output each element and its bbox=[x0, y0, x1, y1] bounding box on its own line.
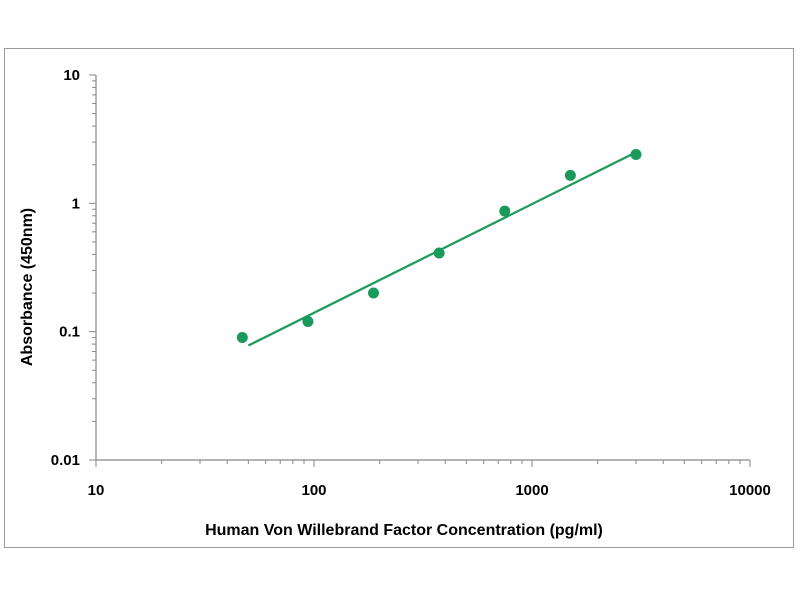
data-point bbox=[236, 332, 248, 344]
y-tick-label: 10 bbox=[63, 67, 80, 84]
y-tick-label: 1 bbox=[72, 195, 80, 212]
data-point bbox=[630, 149, 642, 161]
x-axis-title: Human Von Willebrand Factor Concentratio… bbox=[205, 522, 603, 539]
x-tick-label: 10 bbox=[88, 482, 105, 499]
x-tick-labels: 10 100 1000 10000 bbox=[88, 482, 771, 499]
y-tick-labels: 10 1 0.1 0.01 bbox=[51, 67, 80, 469]
data-point bbox=[433, 247, 445, 259]
data-point bbox=[564, 169, 576, 181]
x-tick-label: 1000 bbox=[515, 482, 548, 499]
data-point bbox=[302, 316, 314, 328]
x-tick-label: 10000 bbox=[729, 482, 771, 499]
y-tick-label: 0.01 bbox=[51, 452, 80, 469]
data-point bbox=[368, 287, 380, 299]
y-axis-title: Absorbance (450nm) bbox=[19, 208, 36, 366]
chart-frame bbox=[4, 48, 794, 548]
plot-marks bbox=[236, 149, 642, 347]
axes bbox=[89, 74, 751, 467]
data-point bbox=[499, 205, 511, 217]
y-tick-label: 0.1 bbox=[59, 324, 80, 341]
x-tick-label: 100 bbox=[301, 482, 326, 499]
